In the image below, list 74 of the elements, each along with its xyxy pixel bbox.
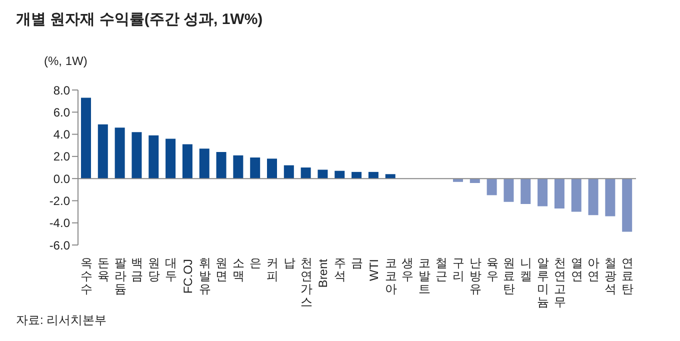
x-tick-label: 열연	[570, 256, 583, 283]
x-tick-label: 원료탄	[503, 256, 516, 296]
x-tick-label: 주석	[334, 256, 346, 283]
x-tick-label: 소맥	[232, 256, 245, 283]
x-tick-label: 원면	[216, 256, 228, 283]
x-tick-label: 육우	[486, 256, 498, 283]
bar	[588, 178, 598, 216]
x-tick-label: 납	[283, 256, 296, 270]
bar	[368, 172, 378, 179]
x-tick-label: 난방유	[469, 256, 482, 296]
bar	[199, 148, 210, 179]
bar	[267, 158, 277, 179]
x-tick-label: 옥수수	[80, 256, 92, 296]
bar	[385, 174, 396, 179]
x-tick-label: 은	[250, 256, 262, 270]
bar	[605, 178, 616, 216]
y-tick-label: 4.0	[53, 128, 70, 142]
x-tick-label: 백금	[131, 256, 144, 283]
bar	[233, 155, 244, 179]
chart-title: 개별 원자재 수익률(주간 성과, 1W%)	[16, 10, 263, 29]
bar	[538, 178, 548, 206]
bar	[453, 178, 463, 182]
bar	[470, 178, 480, 183]
x-tick-label: 철광석	[604, 256, 617, 296]
x-tick-label: 코코아	[384, 256, 397, 296]
bar	[520, 178, 531, 204]
x-tick-label: 알루미늄	[537, 256, 549, 309]
bar	[250, 158, 260, 179]
x-tick-label: 대두	[165, 256, 177, 283]
bar	[318, 170, 328, 179]
bar	[132, 132, 142, 179]
y-tick-label: -2.0	[49, 194, 70, 208]
bar	[98, 124, 108, 179]
y-tick-label: 0.0	[53, 172, 70, 186]
x-tick-label: 휘발유	[198, 256, 211, 296]
bar	[182, 144, 192, 179]
bar	[148, 135, 159, 179]
x-tick-label: 천연가스	[300, 256, 312, 309]
bar	[334, 170, 345, 179]
bar	[284, 165, 294, 179]
x-tick-label: 팔라듐	[114, 256, 126, 296]
bar	[81, 98, 91, 179]
x-tick-label: FC.OJ	[180, 259, 195, 294]
bar	[166, 138, 176, 179]
x-tick-label: 코발트	[418, 256, 431, 296]
y-axis-title: (%, 1W)	[44, 54, 88, 68]
bar	[571, 178, 582, 212]
x-tick-label: 아연	[588, 256, 600, 283]
x-tick-label: 돈육	[97, 256, 110, 283]
x-tick-label: 니켈	[520, 256, 532, 283]
x-tick-label: 원당	[148, 256, 160, 283]
y-tick-label: -4.0	[49, 216, 70, 230]
bar	[300, 168, 311, 179]
bar	[352, 172, 362, 179]
y-tick-label: 8.0	[53, 83, 70, 98]
x-tick-label: 철근	[436, 256, 448, 283]
y-tick-label: -6.0	[49, 238, 70, 252]
x-tick-label: 천연고무	[554, 256, 566, 309]
bar	[114, 128, 125, 179]
text: 자료: 리서치본부	[16, 312, 107, 329]
x-tick-label: Brent	[316, 258, 330, 288]
bar	[504, 178, 514, 202]
x-tick-label: 연료탄	[622, 256, 634, 296]
y-tick-label: 6.0	[53, 105, 70, 120]
x-tick-label: 금	[351, 256, 363, 270]
bar	[216, 152, 226, 179]
bar	[554, 178, 564, 208]
x-tick-label: 생우	[402, 256, 414, 283]
x-tick-label: 커피	[266, 256, 278, 283]
x-tick-label: WTI	[366, 259, 381, 281]
bar	[486, 178, 497, 196]
y-tick-label: 2.0	[53, 150, 70, 164]
x-tick-label: 구리	[452, 256, 464, 283]
bar	[622, 178, 632, 232]
